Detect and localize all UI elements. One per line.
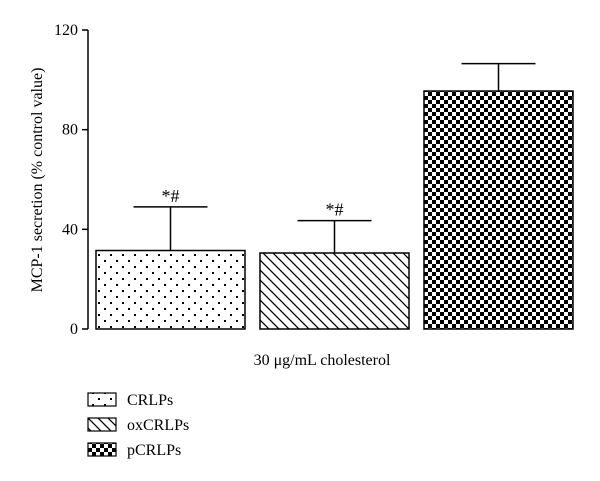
plot-area: *# *#	[95, 62, 574, 330]
significance-annotation: *#	[326, 200, 344, 220]
y-tick-label: 40	[62, 221, 78, 238]
y-tick-label: 80	[62, 122, 78, 139]
legend-label: pCRLPs	[127, 442, 181, 459]
legend-label: oxCRLPs	[127, 417, 189, 434]
y-tick-label: 120	[54, 22, 78, 39]
bar-oxcrlps	[259, 252, 410, 330]
x-axis-label: 30 μg/mL cholesterol	[254, 352, 391, 369]
y-axis-label: MCP-1 secretion (% control value)	[29, 68, 46, 293]
bar-pcrlps	[423, 90, 574, 330]
legend-swatch	[87, 417, 117, 432]
legend: CRLPs oxCRLPs pCRLPs	[87, 392, 189, 459]
significance-annotation: *#	[162, 186, 180, 206]
y-tick-label: 0	[70, 321, 78, 338]
legend-label: CRLPs	[127, 392, 173, 409]
legend-swatch	[87, 442, 117, 457]
legend-swatch	[87, 392, 117, 407]
y-axis: 0 40 80 120	[54, 22, 89, 338]
bar-crlps	[95, 249, 246, 330]
